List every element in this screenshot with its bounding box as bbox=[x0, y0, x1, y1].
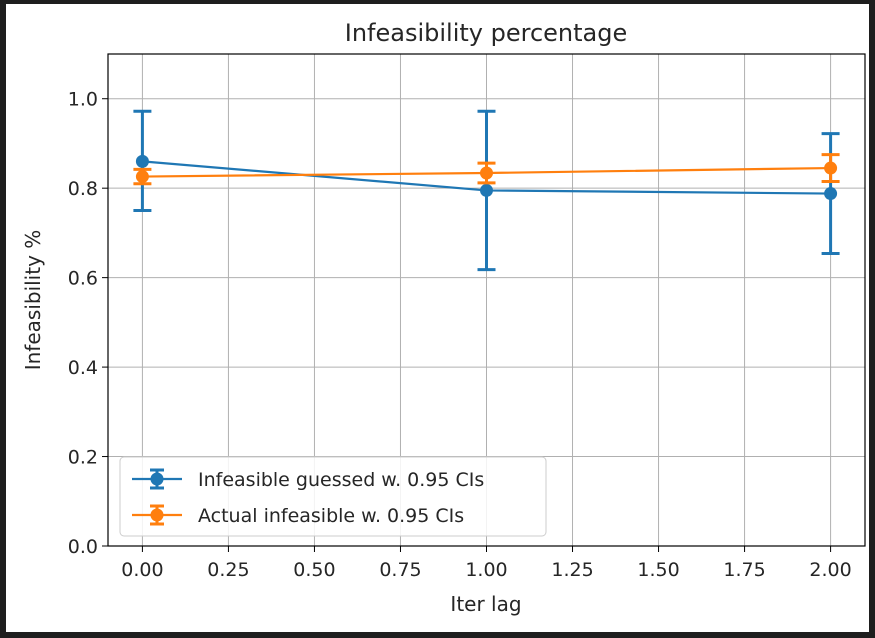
data-point bbox=[480, 166, 493, 180]
chart-svg: 0.00 0.25 0.50 0.75 1.00 1.25 1.50 1.75 2.00 0.0 0… bbox=[21, 19, 866, 616]
series-2 bbox=[133, 153, 840, 186]
x-tick-label: 1.00 bbox=[465, 559, 507, 581]
y-tick-label: 1.0 bbox=[68, 89, 98, 111]
x-tick-label: 2.00 bbox=[809, 559, 851, 581]
x-tick-label: 0.00 bbox=[121, 559, 163, 581]
legend-item-1: Infeasible guessed w. 0.95 CIs bbox=[132, 468, 484, 491]
y-tick-label: 0.2 bbox=[68, 447, 98, 469]
x-tick-label: 1.50 bbox=[637, 559, 679, 581]
x-axis-label: Iter lag bbox=[450, 592, 521, 616]
y-tick-label: 0.4 bbox=[68, 357, 98, 379]
y-axis-label: Infeasibility % bbox=[21, 230, 45, 371]
data-point bbox=[824, 187, 838, 201]
y-tick-label: 0.0 bbox=[68, 536, 98, 558]
axis-ticks: 0.00 0.25 0.50 0.75 1.00 1.25 1.50 1.75 2.00 0.0 0… bbox=[68, 89, 852, 581]
data-point bbox=[824, 161, 838, 175]
legend-marker bbox=[150, 508, 164, 522]
legend: Infeasible guessed w. 0.95 CIs Actual inf… bbox=[119, 456, 547, 537]
x-tick-label: 1.75 bbox=[723, 559, 765, 581]
x-tick-label: 0.25 bbox=[207, 559, 249, 581]
chart-figure: 0.00 0.25 0.50 0.75 1.00 1.25 1.50 1.75 2.00 0.0 0… bbox=[6, 4, 869, 632]
legend-label: Infeasible guessed w. 0.95 CIs bbox=[198, 469, 484, 491]
y-tick-label: 0.8 bbox=[68, 178, 98, 200]
chart-title: Infeasibility percentage bbox=[345, 19, 628, 47]
x-tick-label: 1.25 bbox=[551, 559, 593, 581]
data-point bbox=[135, 170, 149, 184]
legend-marker bbox=[150, 472, 164, 486]
series-layer bbox=[133, 109, 840, 272]
legend-label: Actual infeasible w. 0.95 CIs bbox=[198, 505, 464, 527]
y-tick-label: 0.6 bbox=[68, 268, 98, 290]
x-tick-label: 0.75 bbox=[379, 559, 421, 581]
data-point bbox=[480, 183, 493, 197]
series-1 bbox=[133, 109, 840, 272]
data-point bbox=[135, 154, 149, 168]
legend-box bbox=[119, 456, 547, 537]
legend-item-2: Actual infeasible w. 0.95 CIs bbox=[132, 504, 464, 527]
x-tick-label: 0.50 bbox=[293, 559, 335, 581]
